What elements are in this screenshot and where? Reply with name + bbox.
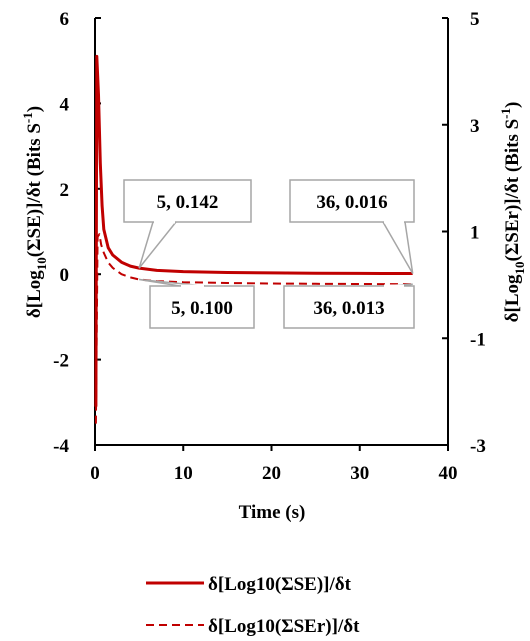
ticks-layer: 0 10 20 30 40 -4 -2 0 2 4 6 -3 -1 1 3 5: [53, 9, 486, 484]
x-tick-label: 40: [439, 463, 458, 484]
y-tick-label-left: 4: [60, 94, 70, 115]
y-tick-label-left: -4: [53, 436, 69, 457]
callout-label: 36, 0.016: [316, 192, 387, 213]
callout-box: [283, 285, 415, 329]
legend: δ[Log10(ΣSE)]/δt δ[Log10(ΣSEr)]/δt: [146, 574, 360, 637]
callout-label: 5, 0.142: [157, 192, 219, 213]
x-axis-title: Time (s): [239, 502, 306, 523]
callout: 5, 0.100: [139, 278, 255, 329]
y-tick-label-right: 3: [470, 116, 480, 137]
callout-pointer: [381, 221, 414, 274]
legend-label-dashed: δ[Log10(ΣSEr)]/δt: [208, 616, 360, 637]
y-axis-title-left: δ[Log10(ΣSE)]/δt (Bits S-1): [20, 106, 49, 318]
callout-box: [289, 179, 415, 223]
y-tick-label-right: -3: [470, 436, 486, 457]
y-tick-label-right: -1: [470, 329, 486, 350]
callout-layer: 5, 0.142 36, 0.016 5, 0.100 36, 0.013: [123, 179, 415, 329]
callout-label: 5, 0.100: [171, 298, 233, 319]
series-line-sse: [94, 54, 413, 407]
callout-box: [123, 179, 252, 223]
y-tick-label-right: 1: [470, 223, 480, 244]
y-tick-label-left: 0: [60, 265, 70, 286]
callout-box: [149, 285, 255, 329]
x-tick-label: 10: [174, 463, 193, 484]
callout: 36, 0.013: [283, 283, 415, 329]
y-tick-label-left: -2: [53, 351, 69, 372]
callout: 5, 0.142: [123, 179, 252, 269]
series-line-sser: [94, 233, 413, 424]
callout-pointer: [138, 221, 178, 269]
series-layer: [94, 54, 413, 424]
callout-label: 36, 0.013: [313, 298, 384, 319]
y-axis-title-right: δ[Log10(ΣSEr)]/δt (Bits S-1): [498, 102, 527, 323]
y-tick-label-left: 6: [60, 9, 70, 30]
y-tick-label-right: 5: [470, 9, 480, 30]
x-tick-label: 0: [90, 463, 100, 484]
y-tick-label-left: 2: [60, 180, 70, 201]
legend-label-solid: δ[Log10(ΣSE)]/δt: [208, 574, 352, 595]
callout: 36, 0.016: [289, 179, 415, 274]
x-tick-label: 30: [350, 463, 369, 484]
x-tick-label: 20: [262, 463, 281, 484]
